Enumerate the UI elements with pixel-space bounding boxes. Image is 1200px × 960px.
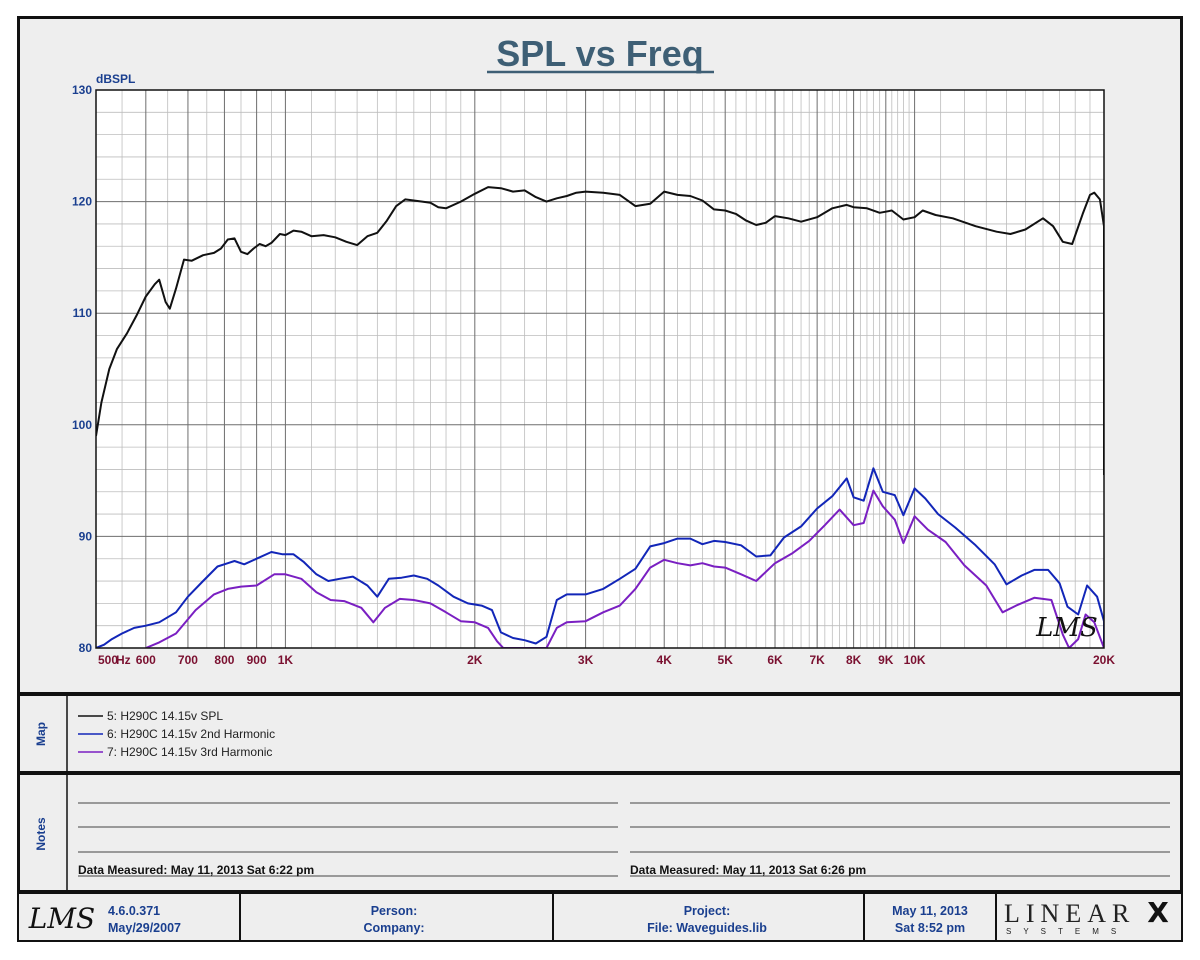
grid-minor (96, 90, 1104, 648)
y-axis-label: dBSPL (96, 72, 135, 86)
series-line-3 (145, 489, 1104, 648)
x-tick-label: 800 (214, 653, 234, 667)
plot-area (96, 90, 1104, 648)
project-label: Project: (684, 904, 731, 918)
x-tick-label: 5K (718, 653, 734, 667)
series-line-1 (96, 186, 1104, 475)
grid-major (96, 90, 1104, 648)
lms-logo: LMS (28, 902, 95, 935)
software-version-date: May/29/2007 (108, 921, 181, 935)
data-measured-right: Data Measured: May 11, 2013 Sat 6:26 pm (630, 863, 866, 877)
x-tick-label: 10K (904, 653, 926, 667)
person-label: Person: (371, 904, 418, 918)
x-tick-label: 600 (136, 653, 156, 667)
x-tick-label: 1K (278, 653, 294, 667)
notes-lines-left (78, 802, 618, 877)
notes-label: Notes (34, 817, 48, 851)
brand-name: LINEAR (1004, 899, 1135, 928)
x-unit-label: Hz (116, 653, 131, 667)
report-date: May 11, 2013 (892, 904, 968, 918)
series-group (96, 186, 1104, 648)
x-tick-label: 4K (657, 653, 673, 667)
map-top-divider (19, 692, 1181, 696)
lms-watermark: LMS (1035, 613, 1098, 643)
map-label: Map (34, 722, 48, 746)
data-measured-left: Data Measured: May 11, 2013 Sat 6:22 pm (78, 863, 314, 877)
x-tick-label: 500 (98, 653, 118, 667)
y-tick-labels: 130 120 110 100 90 80 (72, 83, 92, 655)
y-tick-label: 120 (72, 195, 92, 209)
x-tick-label: 3K (578, 653, 594, 667)
y-tick-label: 90 (79, 529, 93, 543)
brand-subtitle: SYSTEMS (1006, 927, 1128, 936)
brand-x-mark: X (1147, 896, 1169, 929)
chart-title: SPL vs Freq (496, 33, 703, 74)
footer-top-divider (19, 890, 1181, 894)
footer (19, 894, 1181, 940)
y-tick-label: 110 (73, 306, 93, 320)
y-tick-label: 80 (79, 641, 93, 655)
software-version: 4.6.0.371 (108, 904, 160, 918)
notes-lines-right (630, 802, 1170, 877)
x-tick-label: 8K (846, 653, 862, 667)
legend-entry-3rd-harmonic: 7: H290C 14.15v 3rd Harmonic (107, 745, 272, 759)
x-tick-label: 7K (809, 653, 825, 667)
x-tick-label: 9K (878, 653, 894, 667)
plot-border (95, 89, 1105, 649)
company-label: Company: (363, 921, 424, 935)
legend-entry-spl: 5: H290C 14.15v SPL (107, 709, 223, 723)
series-line-2 (96, 467, 1104, 648)
report-time: Sat 8:52 pm (895, 921, 965, 935)
x-tick-label: 2K (467, 653, 483, 667)
x-tick-label: 700 (178, 653, 198, 667)
notes-top-divider (19, 771, 1181, 775)
y-tick-label: 130 (72, 83, 92, 97)
x-tick-label: 6K (767, 653, 783, 667)
file-label: File: Waveguides.lib (647, 921, 767, 935)
x-tick-labels: 500 600 700 800 900 1K 2K 3K 4K 5K 6K 7K 8K 9K 10K 20K (98, 653, 1115, 667)
legend-entry-2nd-harmonic: 6: H290C 14.15v 2nd Harmonic (107, 727, 275, 741)
x-tick-label: 20K (1093, 653, 1115, 667)
x-tick-label: 900 (247, 653, 267, 667)
y-tick-label: 100 (72, 418, 92, 432)
